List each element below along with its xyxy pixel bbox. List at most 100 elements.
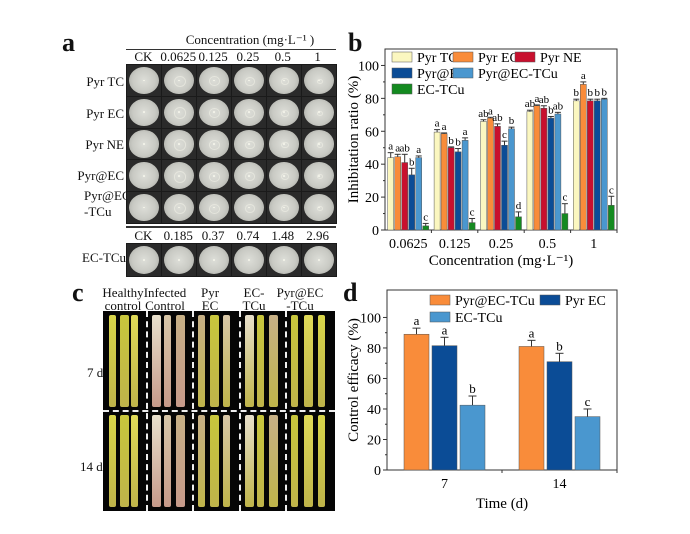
bar <box>461 140 469 231</box>
significance-letter: a <box>529 325 535 340</box>
significance-letter: a <box>442 322 448 337</box>
petri-dish <box>232 160 266 192</box>
rice-sheath <box>269 315 278 407</box>
bar <box>387 157 394 231</box>
column-label: 1 <box>314 49 321 64</box>
y-tick-label: 80 <box>367 342 381 357</box>
petri-dish <box>197 192 231 223</box>
significance-letter: b <box>588 87 594 99</box>
legend-swatch <box>452 67 474 79</box>
significance-letter: a <box>534 93 539 105</box>
column-label: 0.185 <box>163 228 193 243</box>
bar <box>447 147 455 231</box>
petri-dish <box>302 160 336 192</box>
bar <box>468 222 476 231</box>
x-axis-label: Concentration (mg·L⁻¹) <box>429 253 573 269</box>
bar <box>554 113 562 231</box>
petri-dish <box>232 128 266 160</box>
petri-dish <box>127 160 161 192</box>
rice-sheath <box>164 415 171 507</box>
bar <box>547 117 555 231</box>
significance-letter: a <box>488 105 493 117</box>
rice-sheath <box>257 415 264 507</box>
rice-sheath <box>317 415 325 507</box>
row-label: Pyr@EC -TCu <box>84 188 131 219</box>
petri-dish <box>232 96 266 128</box>
divider <box>103 410 335 412</box>
rice-sheath <box>120 315 129 407</box>
y-tick-label: 0 <box>374 464 381 479</box>
legend-label: Pyr EC <box>565 294 606 309</box>
rice-sheath <box>198 415 205 507</box>
bar <box>440 133 448 231</box>
petri-dish <box>127 96 161 128</box>
bar <box>487 117 494 231</box>
bar <box>422 225 429 231</box>
petri-dish <box>162 244 196 276</box>
petri-dish <box>127 128 161 160</box>
x-tick-label: 0.25 <box>489 237 514 252</box>
petri-dish <box>162 192 196 223</box>
column-label: 0.0625 <box>160 49 197 64</box>
y-tick-label: 20 <box>365 191 379 206</box>
legend-label: Pyr NE <box>540 51 582 66</box>
legend-label: Pyr@EC-TCu <box>478 67 558 82</box>
significance-letter: ab <box>478 108 489 120</box>
y-tick-label: 60 <box>367 372 381 387</box>
panel-label-c: c <box>72 278 84 307</box>
rice-sheath <box>222 315 230 407</box>
legend-label: EC-TCu <box>455 311 502 326</box>
legend-swatch <box>452 51 474 63</box>
significance-letter: b <box>448 135 454 147</box>
petri-dish <box>302 128 336 160</box>
bar <box>574 416 601 471</box>
petri-dish <box>162 65 196 96</box>
y-tick-label: 100 <box>360 311 381 326</box>
legend-swatch <box>514 51 536 63</box>
row-label: Pyr@EC <box>77 168 124 183</box>
petri-dish <box>267 128 301 160</box>
bar <box>408 174 415 231</box>
bar <box>533 105 541 231</box>
rice-sheath <box>304 415 314 507</box>
treatment-label: Healthy control <box>102 285 144 313</box>
bar <box>459 404 486 471</box>
ectcu-dish-row <box>126 243 337 277</box>
petri-dish <box>267 244 301 276</box>
bar <box>526 111 534 231</box>
bar <box>403 333 430 471</box>
rice-sheath <box>198 315 205 407</box>
significance-letter: b <box>574 87 580 99</box>
header-rule <box>126 49 336 50</box>
significance-letter: a <box>581 70 586 82</box>
panel-label-d: d <box>343 278 358 307</box>
column-label: 2.96 <box>306 228 329 243</box>
column-label: 0.5 <box>274 49 291 64</box>
petri-dish <box>232 192 266 223</box>
petri-dish <box>197 65 231 96</box>
significance-letter: ab <box>492 112 503 124</box>
significance-letter: c <box>585 394 591 409</box>
treatment-label: Pyr EC <box>200 285 220 313</box>
y-tick-label: 40 <box>367 403 381 418</box>
concentration-header: Concentration (mg·L⁻¹ ) <box>185 32 315 47</box>
rice-sheath <box>245 415 254 507</box>
petri-dish <box>162 160 196 192</box>
significance-letter: b <box>409 156 415 168</box>
x-axis-label: Time (d) <box>476 496 528 512</box>
rice-sheath <box>131 415 138 507</box>
petri-dish <box>127 192 161 223</box>
significance-letter: b <box>455 137 461 149</box>
petri-dish <box>302 244 336 276</box>
petri-dish <box>267 192 301 223</box>
treatment-label: Pyr@EC -TCu <box>276 285 324 313</box>
y-axis-label: Inhibitation ratio (%) <box>346 76 362 203</box>
petri-dish <box>302 96 336 128</box>
legend-swatch <box>429 311 451 323</box>
panel-label-a: a <box>62 28 75 57</box>
bar <box>454 151 462 231</box>
bar <box>480 121 487 231</box>
y-tick-label: 0 <box>372 224 379 239</box>
treatment-label: EC- TCu <box>242 285 266 313</box>
bar <box>573 100 580 231</box>
